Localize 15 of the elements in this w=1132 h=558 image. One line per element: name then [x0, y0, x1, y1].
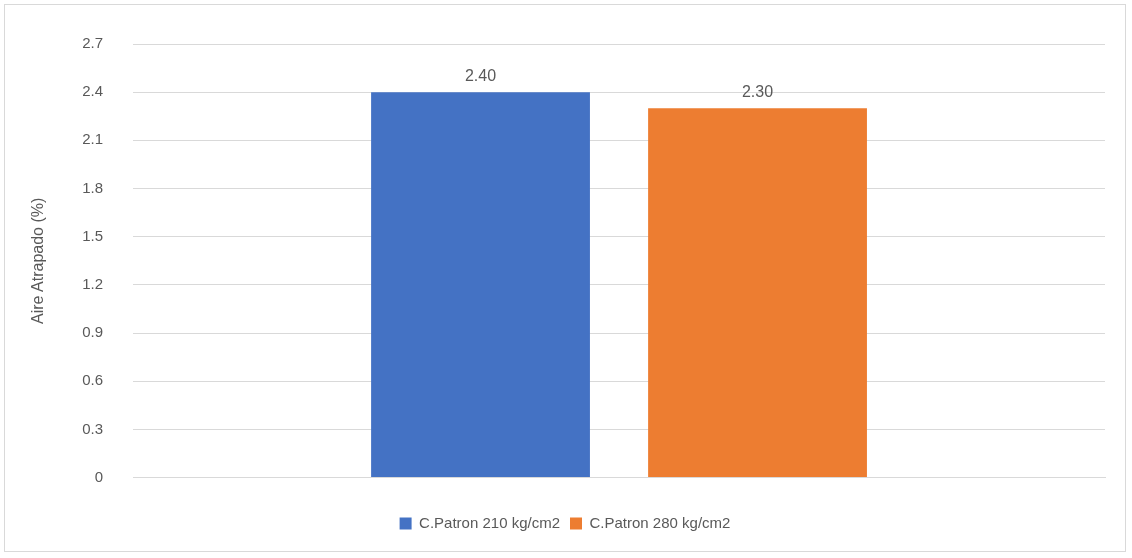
- y-tick-label: 2.4: [82, 82, 104, 100]
- y-tick-label: 0.9: [82, 323, 104, 341]
- legend-label: C.Patron 210 kg/cm2: [419, 513, 560, 531]
- y-tick-label: 2.7: [82, 34, 104, 52]
- y-tick-label: 0.3: [82, 419, 104, 437]
- y-tick-label: 1.5: [82, 226, 104, 244]
- y-tick-label: 1.2: [82, 275, 104, 293]
- y-axis-title: Aire Atrapado (%): [29, 197, 47, 324]
- y-tick-label: 1.8: [82, 178, 104, 196]
- data-label: 2.40: [464, 66, 497, 84]
- legend-label: C.Patron 280 kg/cm2: [589, 513, 731, 531]
- y-tick-label: 0.6: [82, 371, 104, 389]
- data-label: 2.30: [741, 82, 774, 100]
- y-tick-label: 0: [94, 467, 104, 485]
- y-tick-label: 2.1: [82, 130, 104, 148]
